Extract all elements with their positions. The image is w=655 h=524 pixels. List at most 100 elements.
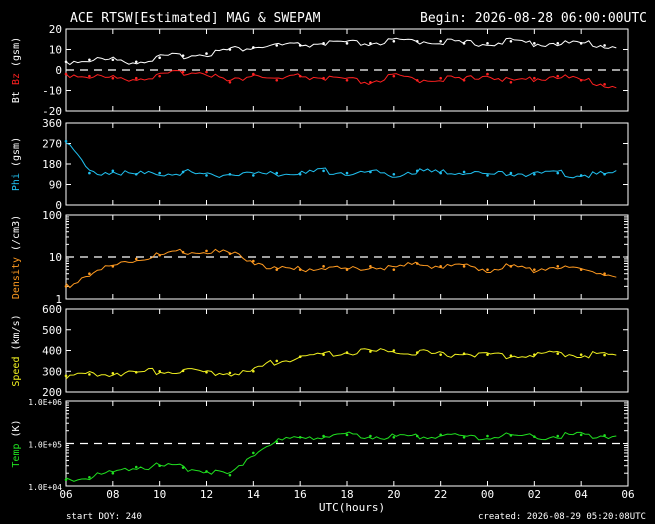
data-point bbox=[369, 170, 372, 174]
data-point bbox=[298, 74, 302, 78]
data-point bbox=[486, 268, 489, 271]
data-point bbox=[158, 253, 161, 257]
data-point bbox=[392, 268, 396, 271]
x-tick-label: 22 bbox=[434, 488, 447, 501]
data-point bbox=[509, 171, 513, 175]
panel-density: 100 10 1 Density (/cm3) bbox=[11, 209, 629, 306]
data-point bbox=[322, 265, 325, 268]
data-point bbox=[275, 78, 279, 82]
series-line-density bbox=[65, 248, 617, 289]
data-point bbox=[158, 74, 161, 78]
data-point bbox=[603, 83, 606, 86]
data-point bbox=[462, 265, 466, 268]
data-point bbox=[579, 433, 583, 437]
data-point bbox=[275, 359, 279, 363]
panel-frame bbox=[65, 122, 629, 206]
data-point bbox=[579, 353, 583, 356]
data-point bbox=[415, 78, 419, 82]
x-tick-label: 06 bbox=[59, 488, 72, 501]
y-axis-label: Temp (K) bbox=[11, 419, 22, 467]
x-tick-label: 16 bbox=[294, 488, 307, 501]
x-tick-label: 18 bbox=[340, 488, 353, 501]
data-point bbox=[509, 81, 513, 84]
data-point bbox=[392, 435, 396, 439]
data-point bbox=[462, 78, 466, 82]
data-point bbox=[486, 174, 489, 177]
data-point bbox=[205, 174, 208, 177]
data-point bbox=[533, 435, 536, 438]
y-tick-label: -10 bbox=[42, 85, 62, 98]
data-point bbox=[579, 42, 583, 45]
data-point bbox=[134, 465, 138, 469]
data-point bbox=[579, 174, 583, 177]
data-point bbox=[205, 370, 208, 374]
data-point bbox=[228, 48, 232, 51]
data-point bbox=[556, 265, 560, 268]
data-point bbox=[134, 60, 138, 64]
data-point bbox=[509, 354, 513, 357]
y-tick-label: 1.0E+05 bbox=[28, 441, 62, 450]
data-point bbox=[64, 374, 68, 378]
y-tick-label: 300 bbox=[42, 365, 62, 378]
data-point bbox=[111, 372, 115, 375]
data-point bbox=[88, 74, 91, 78]
y-axis-label: Phi (gsm) bbox=[11, 137, 22, 191]
y-axis-label-part: (km/s) bbox=[11, 314, 22, 356]
data-point bbox=[322, 42, 325, 45]
y-tick-label: 200 bbox=[42, 386, 62, 399]
data-point bbox=[556, 352, 560, 355]
data-point bbox=[556, 434, 560, 438]
created-time: created: 2026-08-29 05:20:08UTC bbox=[478, 512, 646, 522]
data-point bbox=[579, 78, 583, 82]
data-point bbox=[275, 440, 279, 444]
series-line-speed bbox=[65, 348, 617, 380]
data-point bbox=[88, 272, 91, 276]
x-tick-label: 02 bbox=[528, 488, 541, 501]
y-tick-label: 500 bbox=[42, 324, 62, 337]
data-point bbox=[111, 58, 115, 62]
data-point bbox=[111, 76, 115, 80]
data-point bbox=[509, 40, 513, 43]
data-point bbox=[369, 81, 372, 84]
y-tick-label: 270 bbox=[42, 138, 62, 151]
x-tick-label: 20 bbox=[387, 488, 400, 501]
y-tick-label: 90 bbox=[49, 179, 62, 192]
x-axis: 06 08 10 12 14 16 18 20 22 00 02 04 06 bbox=[59, 488, 634, 501]
data-point bbox=[462, 42, 466, 45]
data-point bbox=[439, 433, 442, 437]
data-point bbox=[158, 171, 161, 175]
data-point bbox=[275, 44, 279, 47]
data-point bbox=[603, 434, 606, 437]
data-point bbox=[134, 257, 138, 261]
y-tick-label: 360 bbox=[42, 117, 62, 130]
x-tick-label: 12 bbox=[200, 488, 213, 501]
panel-speed: 600 500 400 300 200 Speed (km/s) bbox=[11, 303, 629, 399]
y-axis-label: Bt Bz (gsm) bbox=[11, 37, 22, 103]
data-point bbox=[486, 434, 489, 438]
y-axis-label-part: (/cm3) bbox=[11, 215, 22, 257]
data-point bbox=[392, 74, 396, 78]
data-point bbox=[298, 355, 302, 359]
data-point bbox=[298, 435, 302, 439]
data-point bbox=[88, 476, 91, 479]
data-point bbox=[392, 172, 396, 176]
series-line-bz bbox=[65, 69, 617, 89]
data-point bbox=[415, 351, 419, 354]
data-point bbox=[345, 268, 349, 271]
data-point bbox=[134, 76, 138, 80]
data-point bbox=[181, 54, 185, 57]
data-point bbox=[556, 74, 560, 78]
panel-frame bbox=[65, 308, 629, 393]
data-point bbox=[275, 268, 279, 271]
data-point bbox=[158, 369, 161, 373]
y-tick-label: 0 bbox=[55, 199, 62, 212]
data-point bbox=[205, 70, 208, 74]
data-point bbox=[415, 40, 419, 43]
data-point bbox=[64, 72, 68, 76]
panel-temp: 1.0E+06 1.0E+05 1.0E+04 Temp (K) bbox=[11, 398, 629, 492]
y-tick-label: 180 bbox=[42, 158, 62, 171]
panel-mag: 20 10 0 -10 -20 Bt Bz (gsm) bbox=[11, 23, 629, 118]
data-point bbox=[64, 285, 68, 288]
data-point bbox=[345, 351, 349, 354]
